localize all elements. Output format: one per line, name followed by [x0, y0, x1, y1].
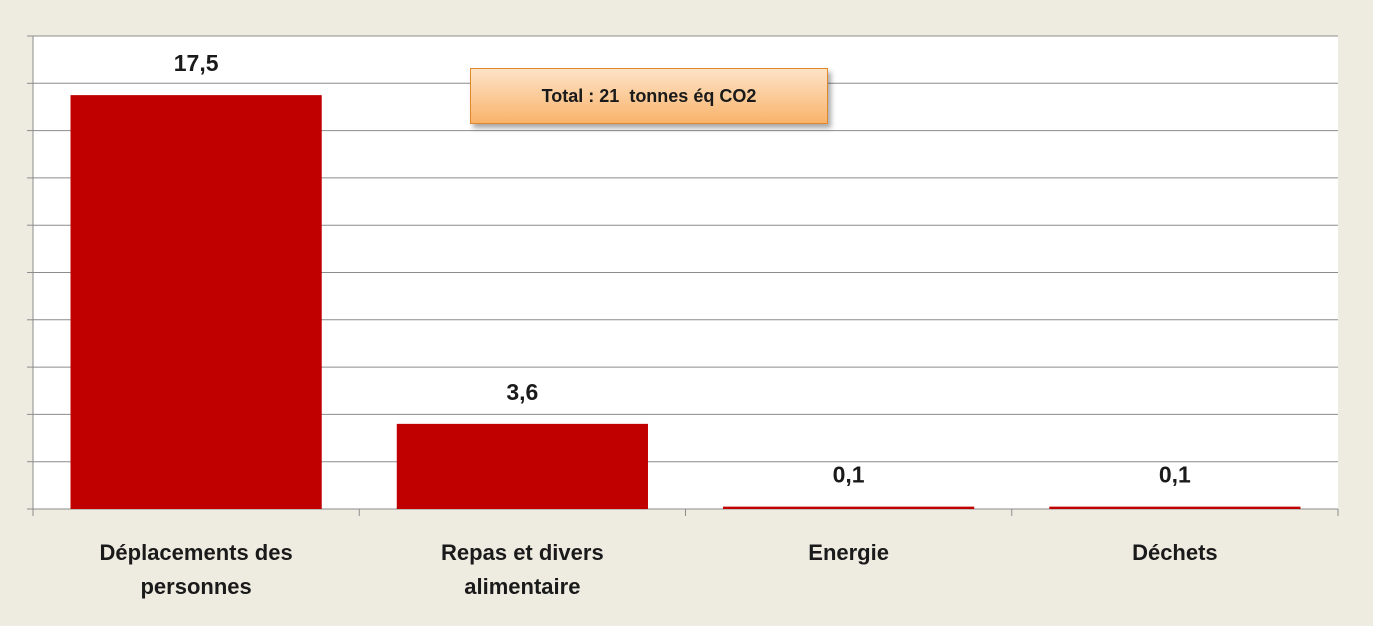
bar — [396, 423, 648, 509]
bar — [70, 95, 322, 509]
value-label: 17,5 — [174, 50, 219, 76]
bar — [1049, 506, 1301, 509]
x-tick-label: Energie — [808, 540, 889, 565]
bar — [723, 506, 975, 509]
value-label: 0,1 — [1159, 462, 1191, 488]
x-tick-label: Déplacements des personnes — [99, 540, 293, 599]
value-label: 3,6 — [506, 379, 538, 405]
value-label: 0,1 — [833, 462, 865, 488]
annotation: Total : 21 tonnes éq CO2 — [470, 68, 828, 124]
x-tick-label: Repas et divers alimentaire — [441, 540, 604, 599]
x-tick-label: Déchets — [1132, 540, 1218, 565]
